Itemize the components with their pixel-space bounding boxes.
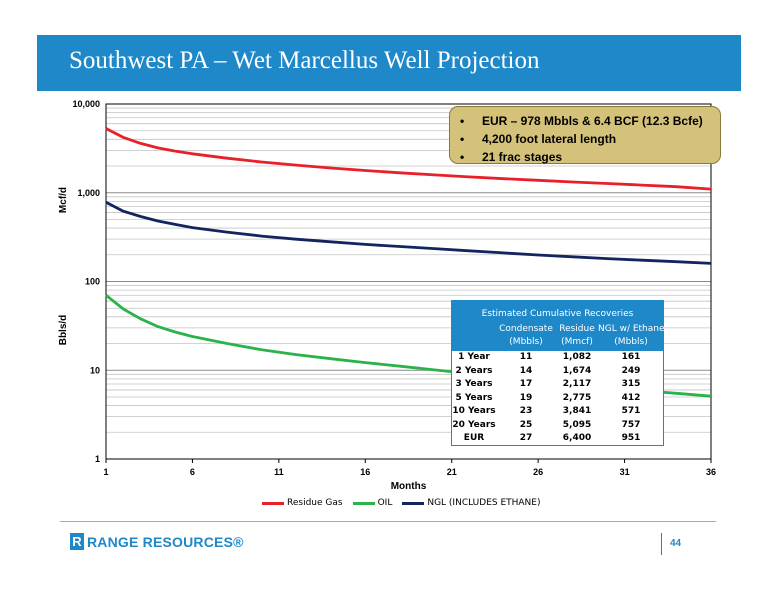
table-cell: 571 bbox=[621, 406, 641, 416]
logo-text: RANGE RESOURCES® bbox=[87, 533, 244, 550]
column-header-unit: (Mmcf) bbox=[561, 337, 593, 347]
table-cell: 19 bbox=[519, 392, 533, 403]
y-axis-label-bottom: Bbls/d bbox=[58, 315, 69, 346]
x-tick-label: 31 bbox=[620, 467, 630, 477]
table-title: Estimated Cumulative Recoveries bbox=[481, 309, 634, 319]
table-row: 10 Years 23 3,841 571 bbox=[452, 406, 663, 420]
footer-divider bbox=[60, 521, 716, 522]
table-header: Estimated Cumulative Recoveries Condensa… bbox=[452, 301, 665, 351]
table-cell: EUR bbox=[463, 433, 485, 443]
table-cell: 3,841 bbox=[562, 406, 592, 416]
x-tick-label: 11 bbox=[274, 467, 284, 477]
table-cell: 2 Years bbox=[455, 365, 493, 376]
chart-legend: Residue Gas OIL NGL (INCLUDES ETHANE) bbox=[262, 496, 551, 510]
table-row: 2 Years 14 1,674 249 bbox=[452, 366, 663, 380]
x-tick-label: 1 bbox=[103, 467, 108, 477]
table-cell: 1,082 bbox=[562, 352, 592, 362]
table-cell: 14 bbox=[519, 365, 533, 376]
table-cell: 23 bbox=[519, 406, 533, 416]
table-cell: 161 bbox=[621, 352, 641, 362]
callout-box: • EUR – 978 Mbbls & 6.4 BCF (12.3 Bcfe) •… bbox=[449, 106, 721, 164]
x-tick-label: 6 bbox=[190, 467, 195, 477]
table-cell: 17 bbox=[519, 379, 533, 389]
table-cell: 1,674 bbox=[562, 365, 592, 376]
table-cell: 249 bbox=[621, 365, 641, 376]
table-row: 3 Years 17 2,117 315 bbox=[452, 379, 663, 393]
legend-item: Residue Gas bbox=[262, 498, 343, 508]
table-cell: 315 bbox=[621, 379, 641, 389]
recoveries-table: Estimated Cumulative Recoveries Condensa… bbox=[451, 300, 665, 447]
table-row: 1 Year 11 1,082 161 bbox=[452, 352, 663, 366]
table-cell: 3 Years bbox=[455, 379, 493, 389]
table-row: 20 Years 25 5,095 757 bbox=[452, 420, 663, 434]
column-header-unit: (Mbbls) bbox=[614, 337, 648, 347]
page-number-divider bbox=[661, 533, 662, 555]
table-cell: 20 Years bbox=[452, 419, 496, 430]
series-line-2 bbox=[105, 201, 712, 265]
x-tick-label: 26 bbox=[533, 467, 543, 477]
table-cell: 11 bbox=[519, 352, 533, 362]
table-cell: 25 bbox=[519, 419, 533, 430]
table-cell: 27 bbox=[519, 433, 533, 443]
title-bar: Southwest PA – Wet Marcellus Well Projec… bbox=[37, 35, 741, 91]
y-tick-label: 10,000 bbox=[72, 99, 100, 109]
column-header: NGL w/ Ethane bbox=[598, 324, 665, 334]
table-row: 5 Years 19 2,775 412 bbox=[452, 393, 663, 407]
column-header: Condensate bbox=[499, 324, 553, 334]
callout-bullet: • EUR – 978 Mbbls & 6.4 BCF (12.3 Bcfe) bbox=[460, 114, 703, 128]
x-tick-label: 16 bbox=[360, 467, 370, 477]
x-tick-label: 21 bbox=[447, 467, 457, 477]
legend-item: NGL (INCLUDES ETHANE) bbox=[402, 498, 541, 508]
page-number: 44 bbox=[670, 538, 682, 549]
logo-mark: R bbox=[70, 533, 84, 550]
y-tick-label: 100 bbox=[85, 277, 100, 287]
y-tick-label: 1,000 bbox=[77, 188, 100, 198]
table-cell: 412 bbox=[621, 392, 641, 403]
y-axis-label-top: Mcf/d bbox=[58, 187, 69, 213]
plot-frame bbox=[105, 103, 712, 460]
x-tick-label: 36 bbox=[706, 467, 716, 477]
company-logo: R RANGE RESOURCES® bbox=[70, 533, 244, 550]
table-cell: 1 Year bbox=[458, 352, 490, 362]
table-cell: 951 bbox=[621, 433, 641, 443]
callout-bullet: • 4,200 foot lateral length bbox=[460, 132, 617, 146]
table-cell: 6,400 bbox=[562, 433, 592, 443]
y-tick-label: 10 bbox=[90, 365, 100, 375]
table-cell: 10 Years bbox=[452, 406, 496, 416]
series-line-0 bbox=[105, 127, 712, 191]
page-title: Southwest PA – Wet Marcellus Well Projec… bbox=[69, 47, 540, 74]
column-header-unit: (Mbbls) bbox=[509, 337, 543, 347]
table-row: EUR 27 6,400 951 bbox=[452, 433, 663, 447]
table-cell: 2,117 bbox=[562, 379, 592, 389]
x-axis-label: Months bbox=[391, 481, 427, 492]
column-header: Residue bbox=[559, 324, 595, 334]
callout-bullet: • 21 frac stages bbox=[460, 150, 563, 164]
table-cell: 757 bbox=[621, 419, 641, 430]
table-cell: 2,775 bbox=[562, 392, 592, 403]
table-cell: 5 Years bbox=[455, 392, 493, 403]
y-tick-label: 1 bbox=[95, 454, 100, 464]
table-cell: 5,095 bbox=[562, 419, 592, 430]
legend-item: OIL bbox=[352, 498, 392, 508]
